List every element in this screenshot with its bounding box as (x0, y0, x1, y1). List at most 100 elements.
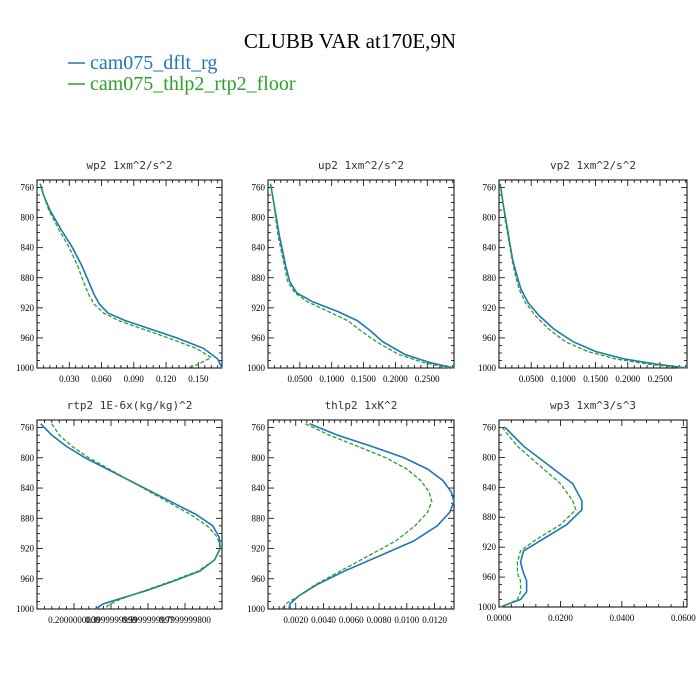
y-tick-label: 800 (21, 213, 35, 223)
y-tick-label: 880 (21, 273, 35, 283)
y-tick-label: 760 (483, 183, 497, 193)
y-tick-label: 840 (483, 482, 497, 492)
x-tick-label: 0.0200 (548, 613, 573, 623)
panel-title: thlp2 1xK^2 (325, 399, 398, 412)
y-tick-label: 1000 (247, 363, 266, 373)
y-tick-label: 920 (483, 303, 497, 313)
x-tick-label: 0.030 (59, 374, 80, 384)
series-line-floor (499, 183, 683, 369)
x-tick-label: 0.1000 (319, 374, 344, 384)
y-tick-label: 960 (252, 574, 266, 584)
x-tick-label: 0.1000 (551, 374, 576, 384)
series-line-dflt (500, 426, 583, 608)
y-tick-label: 880 (252, 273, 266, 283)
panel-title: vp2 1xm^2/s^2 (550, 159, 636, 172)
legend-label-dflt: cam075_dflt_rg (90, 52, 217, 74)
x-tick-label: 0.0400 (610, 613, 635, 623)
y-tick-label: 960 (21, 333, 35, 343)
panel-title: rtp2 1E-6x(kg/kg)^2 (67, 399, 193, 412)
x-tick-label: 0.0600 (671, 613, 696, 623)
plot-frame (36, 179, 223, 369)
panel-title: wp3 1xm^3/s^3 (550, 399, 636, 412)
x-tick-label: 0.1500 (583, 374, 608, 384)
series-line-dflt (39, 183, 223, 369)
y-tick-label: 800 (483, 213, 497, 223)
x-tick-label: 0.0020 (283, 615, 308, 625)
x-tick-label: 0.0500 (519, 374, 544, 384)
series-line-dflt (288, 423, 455, 610)
plot-frame (267, 179, 455, 369)
x-tick-label: 0.0080 (367, 615, 392, 625)
plot-frame (498, 419, 688, 608)
x-tick-label: 0.0060 (339, 615, 364, 625)
y-tick-label: 1000 (478, 602, 497, 612)
panel-2: vp2 1xm^2/s^2 760 800 840 880 920 960 1000 0.050… (478, 159, 688, 384)
y-tick-label: 760 (21, 423, 35, 433)
series-line-floor (269, 183, 450, 369)
panel-title: wp2 1xm^2/s^2 (86, 159, 172, 172)
panels: wp2 1xm^2/s^2 760 800 840 880 920 960 1000 0.030… (16, 159, 696, 625)
panel-title: up2 1xm^2/s^2 (318, 159, 404, 172)
legend-label-floor: cam075_thlp2_rtp2_floor (90, 73, 296, 95)
series-line-floor (281, 423, 433, 610)
y-tick-label: 1000 (478, 363, 497, 373)
x-tick-label: 0.3999999999 (85, 615, 137, 625)
x-tick-label: 0.090 (124, 374, 145, 384)
y-tick-label: 880 (483, 273, 497, 283)
y-tick-label: 760 (483, 422, 497, 432)
x-tick-label: 0.2500 (648, 374, 673, 384)
series-line-dflt (499, 183, 688, 369)
x-tick-label: 0.2000 (383, 374, 408, 384)
y-tick-label: 960 (252, 333, 266, 343)
y-tick-label: 920 (252, 303, 266, 313)
y-tick-label: 840 (252, 483, 266, 493)
x-tick-label: 0.0120 (422, 615, 447, 625)
y-tick-label: 800 (252, 213, 266, 223)
panel-0: wp2 1xm^2/s^2 760 800 840 880 920 960 1000 0.030… (16, 159, 223, 384)
y-tick-label: 1000 (16, 604, 35, 614)
series-line-floor (51, 423, 221, 610)
y-tick-label: 920 (21, 544, 35, 554)
y-tick-label: 760 (21, 183, 35, 193)
y-tick-label: 880 (483, 512, 497, 522)
y-tick-label: 760 (252, 423, 266, 433)
y-tick-label: 840 (483, 243, 497, 253)
x-tick-label: 0.2000 (615, 374, 640, 384)
y-tick-label: 960 (483, 572, 497, 582)
series-line-dflt (269, 183, 455, 369)
y-tick-label: 800 (483, 452, 497, 462)
x-tick-label: 0.2500 (415, 374, 440, 384)
series-line-floor (39, 183, 213, 369)
x-tick-label: 0.0500 (287, 374, 312, 384)
series-line-floor (500, 427, 577, 608)
y-tick-label: 1000 (247, 604, 266, 614)
y-tick-label: 920 (252, 544, 266, 554)
plot-frame (36, 419, 223, 610)
panel-5: wp3 1xm^3/s^3 760 800 840 880 920 960 10000.000… (478, 399, 696, 623)
y-tick-label: 880 (252, 513, 266, 523)
x-tick-label: 0.1500 (351, 374, 376, 384)
y-tick-label: 920 (483, 542, 497, 552)
x-tick-label: 0.0100 (394, 615, 419, 625)
x-tick-label: 0.120 (156, 374, 177, 384)
y-tick-label: 840 (21, 483, 35, 493)
plot-frame (267, 419, 455, 610)
y-tick-label: 1000 (16, 363, 35, 373)
x-tick-label: 0.7999999800 (159, 615, 211, 625)
y-tick-label: 960 (483, 333, 497, 343)
x-tick-label: 0.0040 (311, 615, 336, 625)
x-tick-label: 0.060 (91, 374, 112, 384)
y-tick-label: 920 (21, 303, 35, 313)
y-tick-label: 840 (252, 243, 266, 253)
figure-title: CLUBB VAR at170E,9N (244, 29, 456, 53)
panel-3: rtp2 1E-6x(kg/kg)^2 760 800 840 880 920 960 100… (16, 399, 223, 625)
y-tick-label: 960 (21, 574, 35, 584)
y-tick-label: 880 (21, 513, 35, 523)
y-tick-label: 760 (252, 183, 266, 193)
x-tick-label: 0.5999999997 (122, 615, 174, 625)
y-tick-label: 800 (252, 453, 266, 463)
y-tick-label: 840 (21, 243, 35, 253)
panel-1: up2 1xm^2/s^2 760 800 840 880 920 960 1000 0.050… (247, 159, 455, 384)
